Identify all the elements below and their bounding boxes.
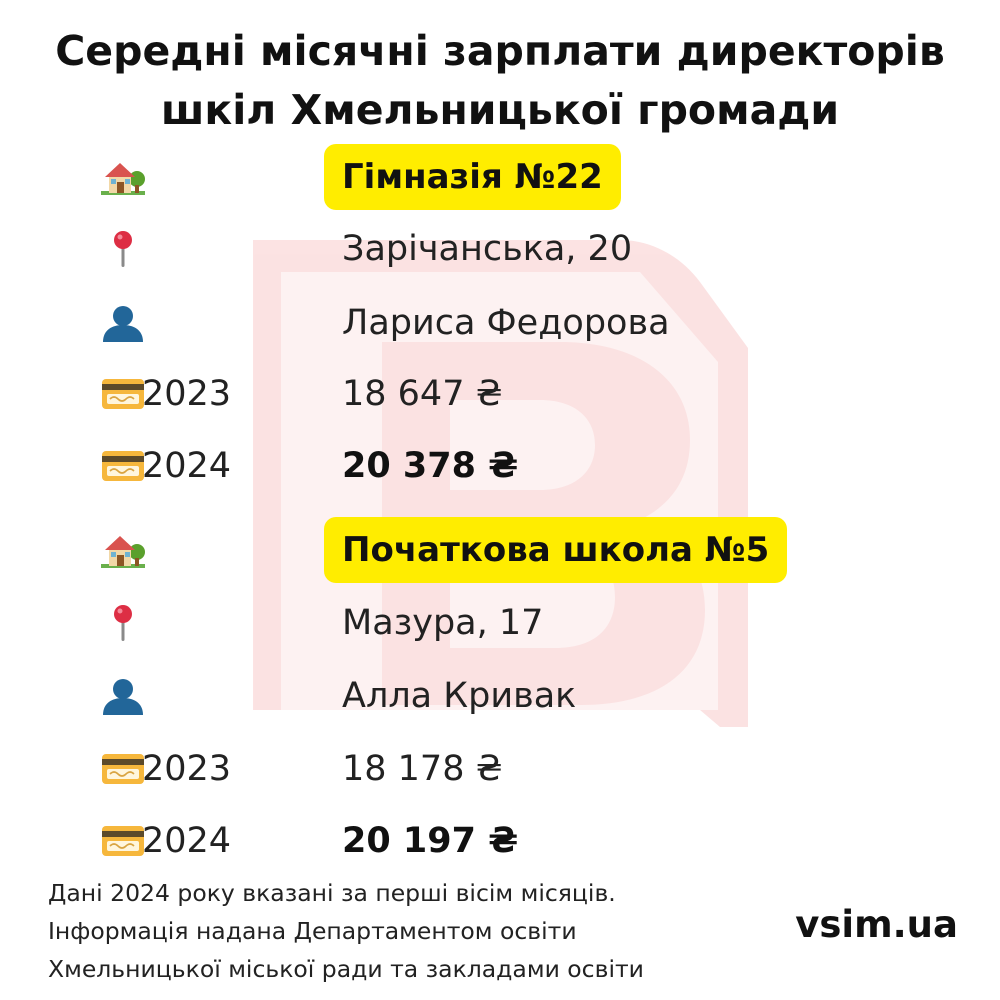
salary-amount: 18 178 ₴ (342, 749, 503, 789)
footnote-line-3: Хмельницької міської ради та закладами о… (48, 955, 644, 983)
school-2-director-row: Алла Кривак (0, 666, 1000, 726)
school-1-salary-2023-row: 2023 18 647 ₴ (0, 364, 1000, 424)
school-address: Зарічанська, 20 (342, 229, 633, 269)
footnote-line-1: Дані 2024 року вказані за перші вісім мі… (48, 879, 616, 907)
footnote-line-2: Інформація надана Департаментом освіти (48, 917, 577, 945)
house-with-garden-icon (100, 520, 146, 580)
credit-card-icon (100, 811, 146, 871)
salary-year: 2023 (142, 749, 232, 789)
page-title: Середні місячні зарплати директорів шкіл… (0, 22, 1000, 140)
salary-year: 2024 (142, 821, 232, 861)
school-1-address-row: Зарічанська, 20 (0, 219, 1000, 279)
source-footnote: Дані 2024 року вказані за перші вісім мі… (48, 874, 644, 988)
house-with-garden-icon (100, 147, 146, 207)
school-1-salary-2024-row: 2024 20 378 ₴ (0, 436, 1000, 496)
school-address: Мазура, 17 (342, 603, 544, 643)
school-name-badge: Початкова школа №5 (324, 517, 788, 583)
salary-amount-highlighted: 20 378 ₴ (342, 446, 519, 486)
bust-silhouette-icon (100, 666, 146, 726)
salary-year: 2024 (142, 446, 232, 486)
title-line-1: Середні місячні зарплати директорів (55, 27, 945, 75)
director-name: Лариса Федорова (342, 303, 670, 343)
director-name: Алла Кривак (342, 676, 577, 716)
salary-year: 2023 (142, 374, 232, 414)
school-2-salary-2024-row: 2024 20 197 ₴ (0, 811, 1000, 871)
title-line-2: шкіл Хмельницької громади (160, 86, 840, 134)
credit-card-icon (100, 739, 146, 799)
school-1-director-row: Лариса Федорова (0, 293, 1000, 353)
round-pushpin-icon (100, 593, 146, 653)
school-2-salary-2023-row: 2023 18 178 ₴ (0, 739, 1000, 799)
credit-card-icon (100, 364, 146, 424)
salary-amount: 18 647 ₴ (342, 374, 503, 414)
school-1-name-row: Гімназія №22 (0, 144, 1000, 210)
credit-card-icon (100, 436, 146, 496)
brand-logo-text: vsim.ua (795, 903, 958, 946)
salary-amount-highlighted: 20 197 ₴ (342, 821, 519, 861)
school-2-address-row: Мазура, 17 (0, 593, 1000, 653)
bust-silhouette-icon (100, 293, 146, 353)
round-pushpin-icon (100, 219, 146, 279)
school-2-name-row: Початкова школа №5 (0, 517, 1000, 583)
school-name-badge: Гімназія №22 (324, 144, 621, 210)
